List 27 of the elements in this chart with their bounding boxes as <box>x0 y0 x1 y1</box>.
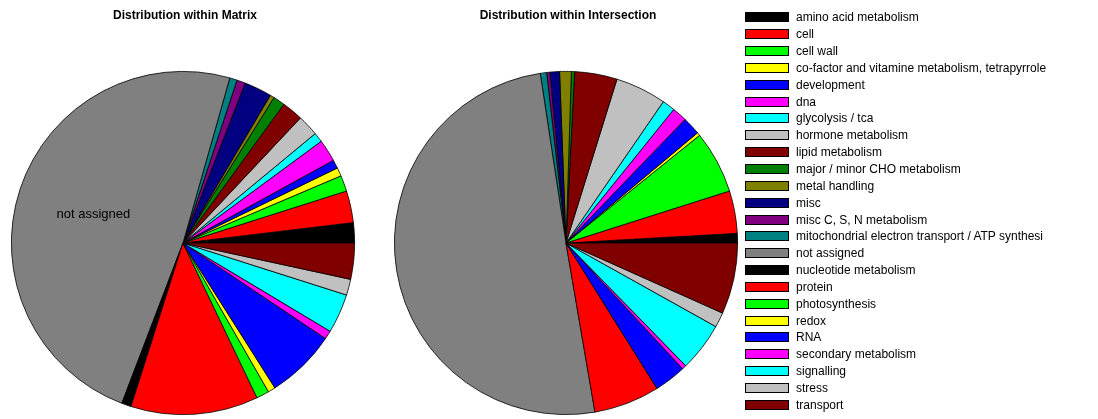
legend-label: redox <box>796 313 827 328</box>
legend-label: secondary metabolism <box>796 347 917 362</box>
slice-label: not assigned <box>56 205 131 221</box>
legend-label: co-factor and vitamine metabolism, tetrapyrrole <box>796 60 1047 75</box>
legend-label: misc <box>796 195 821 210</box>
legend-label: major / minor CHO metabolism <box>796 162 961 177</box>
legend-label: dna <box>796 94 817 109</box>
chart-title: Distribution within Matrix <box>112 8 258 22</box>
legend-label: amino acid metabolism <box>796 10 919 25</box>
legend-label: RNA <box>796 330 822 345</box>
legend-label: cell <box>796 27 815 42</box>
legend-label: nucleotide metabolism <box>796 263 916 278</box>
legend-label: mitochondrial electron transport / ATP synthesi <box>796 229 1044 244</box>
legend-label: metal handling <box>796 178 875 193</box>
legend-label: not assigned <box>796 246 865 261</box>
chart-title: Distribution within Intersection <box>478 8 658 22</box>
legend-label: protein <box>796 279 833 294</box>
legend-label: misc C, S, N metabolism <box>796 212 928 227</box>
legend-label: glycolysis / tca <box>796 111 874 126</box>
legend-label: lipid metabolism <box>796 145 883 160</box>
legend-label: signalling <box>796 364 847 379</box>
legend-label: cell wall <box>796 44 839 59</box>
legend-label: hormone metabolism <box>796 128 909 143</box>
legend-label: transport <box>796 397 844 412</box>
legend-label: development <box>796 77 865 92</box>
legend-label: photosynthesis <box>796 296 877 311</box>
legend-label: stress <box>796 380 829 395</box>
